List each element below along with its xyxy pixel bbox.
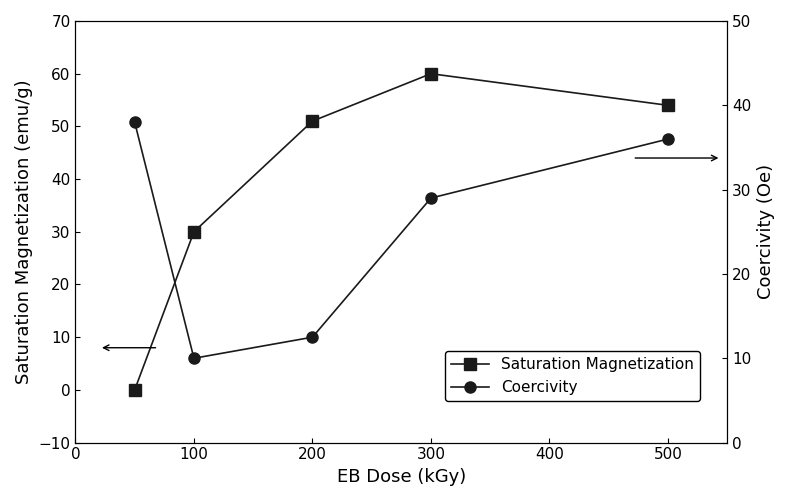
Y-axis label: Coercivity (Oe): Coercivity (Oe): [757, 164, 775, 300]
Saturation Magnetization: [426, 71, 435, 77]
Coercivity: [664, 136, 673, 142]
Saturation Magnetization: [307, 118, 317, 124]
Line: Coercivity: Coercivity: [129, 117, 674, 364]
Coercivity: [307, 334, 317, 340]
Coercivity: [426, 195, 435, 201]
Saturation Magnetization: [189, 229, 198, 235]
Line: Saturation Magnetization: Saturation Magnetization: [129, 68, 674, 395]
Saturation Magnetization: [130, 387, 139, 393]
X-axis label: EB Dose (kGy): EB Dose (kGy): [337, 468, 466, 486]
Coercivity: [130, 119, 139, 125]
Legend: Saturation Magnetization, Coercivity: Saturation Magnetization, Coercivity: [445, 351, 700, 401]
Coercivity: [189, 355, 198, 361]
Saturation Magnetization: [664, 102, 673, 108]
Y-axis label: Saturation Magnetization (emu/g): Saturation Magnetization (emu/g): [15, 80, 33, 384]
